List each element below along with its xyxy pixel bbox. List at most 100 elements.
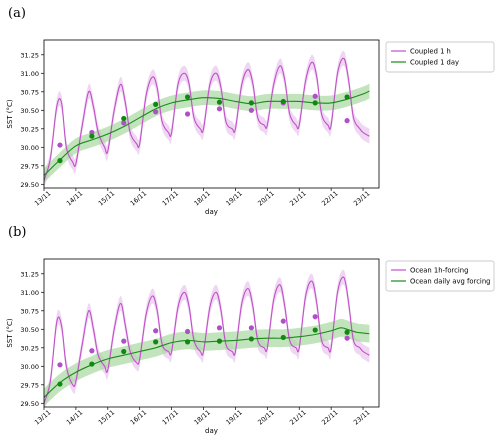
- daily-mean-point: [184, 339, 191, 345]
- x-tick-label: 18/11: [192, 189, 211, 207]
- y-tick-label: 29.75: [20, 381, 39, 389]
- daily-mean-point: [89, 133, 95, 139]
- hourly-series-line: [44, 57, 370, 181]
- panel-a-letter: (a): [8, 6, 26, 21]
- daily-mean-point: [312, 100, 318, 106]
- hourly-daily-mean-point: [57, 142, 63, 148]
- daily-mean-point: [184, 94, 191, 100]
- y-tick-label: 29.50: [20, 400, 39, 408]
- x-tick-label: 16/11: [129, 408, 148, 426]
- legend-hourly-label: Ocean 1h-forcing: [410, 267, 468, 275]
- daily-series-line: [44, 90, 370, 176]
- y-tick-label: 30.00: [20, 144, 39, 152]
- daily-mean-point: [153, 101, 159, 107]
- y-tick-label: 29.50: [20, 181, 39, 189]
- hourly-daily-mean-point: [89, 348, 95, 354]
- x-tick-label: 19/11: [224, 408, 243, 426]
- hourly-daily-mean-point: [344, 118, 350, 124]
- legend-box: [385, 41, 495, 73]
- y-tick-label: 30.50: [20, 326, 39, 334]
- x-tick-label: 19/11: [224, 189, 243, 207]
- y-axis-label: SST (°C): [6, 99, 14, 129]
- x-tick-label: 23/11: [352, 408, 371, 426]
- daily-mean-point: [248, 336, 254, 342]
- daily-uncertainty-band: [44, 83, 370, 183]
- y-tick-label: 30.75: [20, 88, 39, 96]
- hourly-daily-mean-point: [344, 335, 350, 341]
- legend-daily-label: Ocean daily avg forcing: [410, 278, 490, 286]
- hourly-daily-mean-point: [312, 314, 318, 320]
- daily-uncertainty-band: [44, 318, 370, 407]
- daily-mean-point: [280, 334, 286, 341]
- plot-area: [44, 50, 370, 188]
- x-tick-label: 14/11: [65, 408, 84, 426]
- daily-mean-point: [89, 361, 95, 367]
- y-tick-label: 31.25: [20, 270, 39, 278]
- plot-frame: [43, 258, 380, 408]
- hourly-daily-mean-point: [312, 93, 318, 99]
- plot-area: [44, 269, 370, 407]
- x-axis-label: day: [205, 427, 218, 435]
- daily-mean-point: [344, 329, 350, 335]
- daily-mean-point: [280, 98, 286, 105]
- x-tick-label: 20/11: [256, 189, 275, 207]
- daily-mean-point: [121, 115, 127, 122]
- panel-a-plot: 29.50 29.75 30.00 30.25 30.50 30.75 31.00 31.25…: [6, 39, 495, 216]
- y-tick-label: 31.00: [20, 70, 39, 78]
- x-tick-label: 18/11: [192, 408, 211, 426]
- x-tick-label: 22/11: [320, 408, 339, 426]
- y-tick-label: 31.00: [20, 289, 39, 297]
- hourly-daily-mean-point: [280, 318, 286, 324]
- hourly-daily-mean-point: [121, 338, 127, 344]
- y-tick-label: 30.25: [20, 344, 39, 352]
- hourly-daily-mean-point: [216, 325, 223, 331]
- hourly-daily-mean-point: [57, 362, 63, 368]
- hourly-daily-mean-point: [248, 325, 254, 331]
- hourly-daily-mean-point: [121, 120, 127, 126]
- x-tick-label: 21/11: [288, 408, 307, 426]
- x-tick-label: 13/11: [33, 408, 52, 426]
- daily-mean-point: [248, 100, 254, 106]
- daily-mean-point: [344, 94, 350, 100]
- legend: Coupled 1 h Coupled 1 day: [385, 41, 495, 73]
- daily-mean-point: [57, 158, 63, 164]
- hourly-daily-mean-point: [184, 328, 191, 335]
- plot-frame: [43, 39, 380, 189]
- x-tick-label: 21/11: [288, 189, 307, 207]
- x-tick-label: 23/11: [352, 189, 371, 207]
- x-tick-label: 17/11: [161, 189, 180, 207]
- panel-b-letter: (b): [8, 225, 27, 240]
- legend: Ocean 1h-forcing Ocean daily avg forcing: [385, 260, 495, 292]
- daily-series-line: [44, 327, 370, 398]
- y-tick-label: 30.00: [20, 363, 39, 371]
- panel-b-plot: 29.50 29.75 30.00 30.25 30.50 30.75 31.00 31.25…: [6, 258, 495, 435]
- daily-mean-point: [57, 381, 63, 387]
- x-tick-label: 13/11: [33, 189, 52, 207]
- hourly-uncertainty-band: [44, 50, 370, 188]
- daily-mean-point: [153, 339, 159, 345]
- y-tick-label: 30.75: [20, 307, 39, 315]
- y-tick-label: 31.25: [20, 51, 39, 59]
- hourly-daily-mean-point: [248, 107, 254, 113]
- daily-mean-point: [121, 348, 127, 355]
- x-tick-label: 15/11: [97, 408, 116, 426]
- hourly-series-line: [44, 276, 370, 404]
- daily-mean-point: [216, 338, 223, 344]
- x-tick-label: 15/11: [97, 189, 116, 207]
- y-tick-label: 30.25: [20, 125, 39, 133]
- x-tick-label: 14/11: [65, 189, 84, 207]
- x-tick-label: 22/11: [320, 189, 339, 207]
- x-tick-label: 16/11: [129, 189, 148, 207]
- hourly-daily-mean-point: [216, 106, 223, 112]
- legend-box: [385, 260, 495, 292]
- legend-hourly-label: Coupled 1 h: [410, 48, 451, 56]
- hourly-daily-mean-point: [153, 109, 159, 115]
- x-tick-label: 20/11: [256, 408, 275, 426]
- hourly-daily-mean-point: [153, 328, 159, 334]
- daily-mean-point: [216, 99, 223, 105]
- x-tick-label: 17/11: [161, 408, 180, 426]
- y-axis-label: SST (°C): [6, 318, 14, 348]
- daily-mean-point: [312, 327, 318, 333]
- hourly-daily-mean-point: [184, 111, 191, 117]
